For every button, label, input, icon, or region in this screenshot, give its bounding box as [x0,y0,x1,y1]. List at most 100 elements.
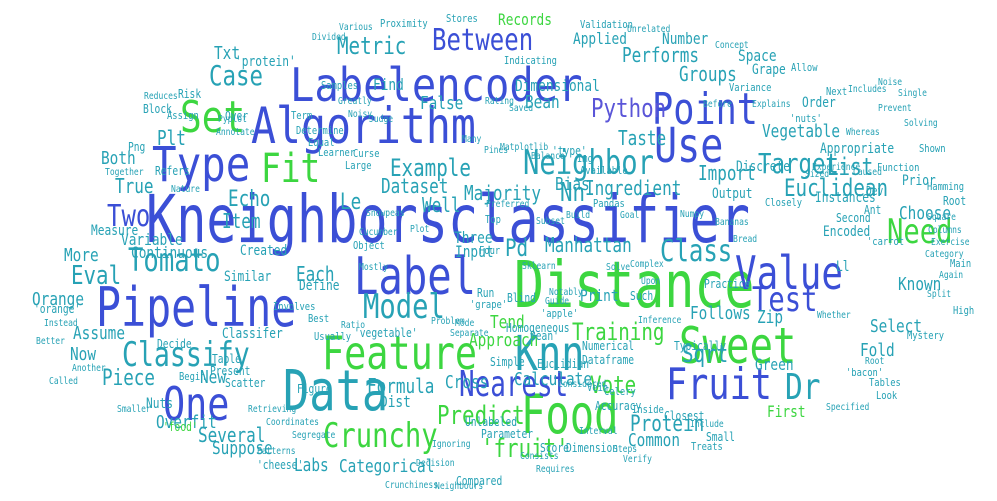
word-whether: Whether [817,310,851,321]
word-snowpeas: Snowpeas [366,208,405,219]
word-pines: Pines [484,145,509,156]
word-called: Called [49,376,78,387]
word-python: Python [591,94,667,124]
word-another: Another [72,363,106,374]
word-term: Term [291,109,313,122]
word-approach: Approach [469,330,539,351]
word-nuts-quoted: 'nuts' [790,112,822,125]
word-sqrt: Sqrt [682,340,729,368]
word-vegetable-quoted: 'vegetable' [354,326,418,340]
word-steps: Steps [613,444,638,455]
word-one: One [163,377,230,431]
word-point: Point [652,84,758,135]
word-ll: Ll [836,259,850,275]
word-created: Created [240,243,288,259]
word-vein: Vein [587,381,609,394]
word-tomato: Tomato [128,241,221,279]
word-blind: Blind [507,291,536,305]
word-ratio: Ratio [341,320,366,331]
word-need: Need [887,212,953,252]
word-decision: Decision [416,458,455,469]
word-sklearn: Sklearn [522,261,556,272]
word-requires: Requires [536,464,575,475]
word-dimensional: Dimensional [515,76,600,95]
word-more: More [64,245,99,266]
word-piece: Piece [102,366,155,391]
word-numerical: Numerical [582,339,635,353]
word-involves: Involves [273,300,316,313]
word-root-2: Root [865,356,885,367]
word-upon: Upon [641,276,661,287]
word-sweet: Sweet [679,317,797,375]
word-img: Img [577,152,593,165]
word-accuracy: Accuracy [595,399,642,413]
word-list: List [827,153,874,181]
word-case: Case [209,59,263,92]
word-considered: Considered [558,379,607,390]
word-risk: Risk [178,87,202,101]
word-allow: Allow [791,61,818,74]
word-unlabeled: Unlabeled [465,415,518,429]
word-whereas: Whereas [846,127,880,138]
word-balance: Balance [531,151,565,162]
word-performs: Performs [622,43,700,67]
word-target: Target [758,147,839,180]
word-divided: Divided [312,32,346,43]
word-grape: Grape [752,62,786,78]
word-second: Second [836,211,871,225]
word-four: Four [479,244,501,257]
word-before: Before [703,99,732,110]
word-type-quoted: 'type' [552,144,587,158]
word-metric: Metric [337,32,407,60]
word-main: Main [950,257,972,270]
word-distance: Distance [514,249,755,323]
word-fold: Fold [860,340,895,361]
word-plot: Plot [410,224,430,235]
word-overfit: Overfit [156,412,217,433]
word-bias: Bias [555,174,590,195]
word-known: Known [898,274,942,295]
word-treats: Treats [691,440,723,453]
word-curse: Curse [353,147,380,160]
word-ignoring: Ignoring [432,439,471,450]
word-type: Type [152,137,251,193]
word-various: Various [339,22,373,33]
word-set: Set [180,92,246,143]
word-bananas: Bananas [715,217,749,228]
word-over: Over [225,109,249,123]
word-fruit: Fruit [666,359,772,410]
word-carrot: 'carrot' [867,235,910,248]
word-rating: Rating [485,96,514,107]
word-explains: Explains [752,99,791,110]
word-print: Print [580,286,619,305]
word-dr: Dr [785,367,821,408]
word-output: Output [712,186,753,202]
word-kneighborsclassifier: Kneighborsclassifier [146,181,750,258]
word-pd: Pd [505,234,529,262]
word-separate: Separate [450,328,489,339]
word-order: Order [802,95,836,111]
word-instances: Instances [815,190,876,206]
word-suppose: Suppose [212,438,273,459]
word-inside: Inside [632,403,664,416]
word-retrieving: Retrieving [248,404,297,415]
word-begin: Begin [179,370,206,383]
word-small: Small [706,430,735,444]
word-echo: Echo [228,187,271,212]
word-value: Value [735,246,844,300]
word-simple: Simple [490,355,525,369]
word-discrete: Discrete [736,159,790,175]
word-now: Now [70,344,97,365]
word-look: Look [876,389,898,402]
word-concept: Concept [715,40,749,51]
word-class: Class [660,234,733,269]
word-caused: Caused [853,167,882,178]
word-matplotlib: Matplotlib [500,142,549,153]
word-each: Each [296,262,335,286]
word-example: Example [390,154,471,182]
word-groups: Groups [679,62,737,86]
word-calculate: Calculate [514,369,593,390]
word-dist: Dist [380,392,411,411]
word-problem: Problem [431,316,465,327]
word-object: Object [353,239,385,252]
